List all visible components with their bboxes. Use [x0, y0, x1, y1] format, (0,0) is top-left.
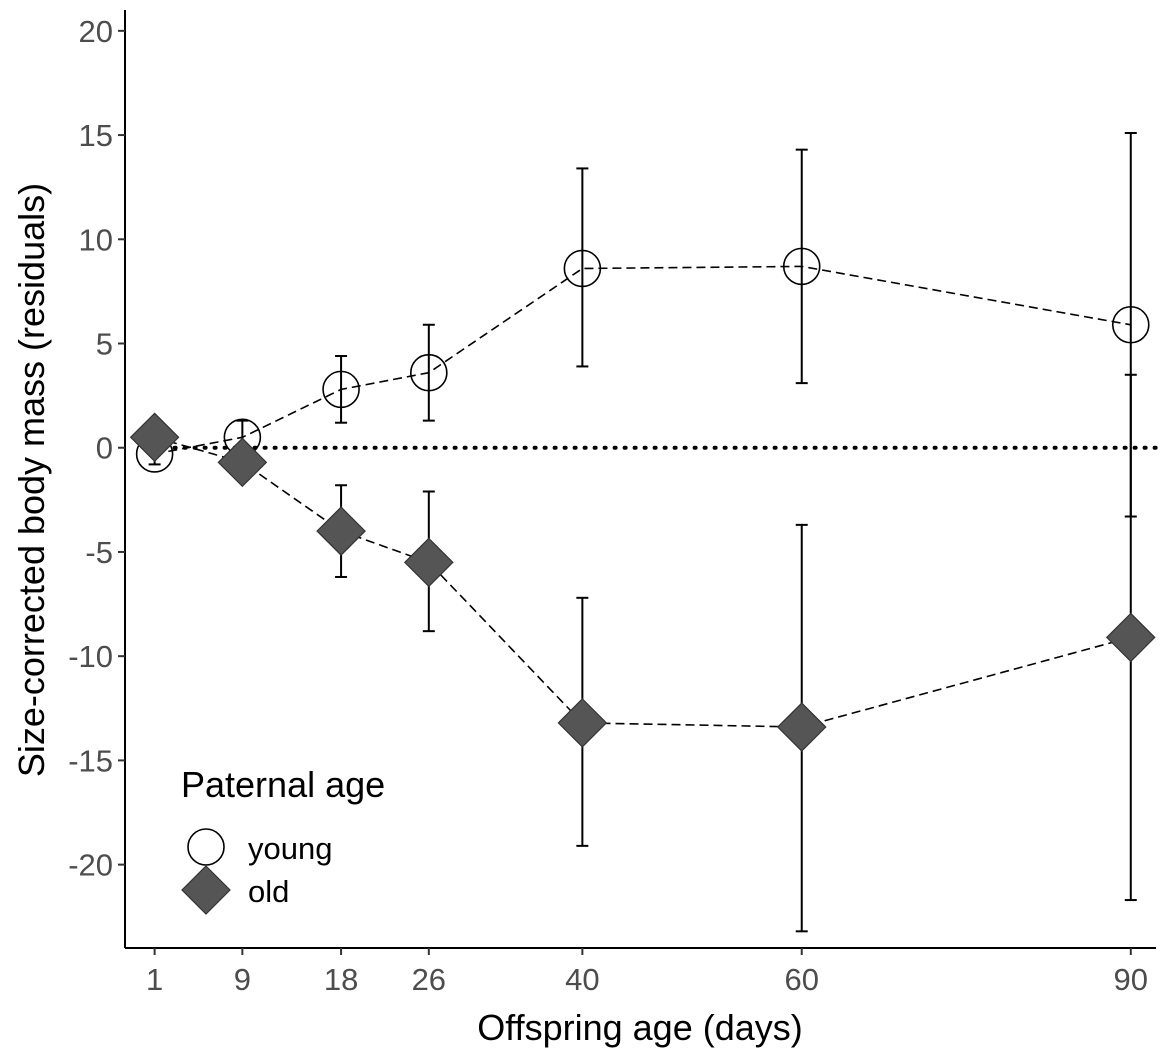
series-young-error-bar — [422, 323, 435, 422]
series-old-point — [316, 506, 366, 556]
series-young-point — [410, 353, 448, 392]
legend-title: Paternal age — [181, 764, 385, 805]
series-old-point — [557, 698, 608, 748]
x-tick-label: 60 — [784, 962, 818, 997]
series-old-line — [154, 436, 1132, 728]
series-old-point — [776, 702, 827, 752]
y-tick-label: -20 — [68, 848, 113, 883]
x-tick-label: 90 — [1114, 962, 1148, 997]
series-young-point — [563, 249, 602, 288]
y-axis: 20 15 10 5 0 -5 -10 -15 -20 — [68, 10, 126, 948]
y-tick-label: 5 — [96, 327, 113, 362]
legend-item-old: old — [181, 865, 289, 915]
legend-old-label: old — [248, 874, 289, 909]
y-tick-label: -5 — [85, 535, 113, 570]
y-tick-label: 0 — [96, 431, 113, 466]
x-axis: 1 9 18 26 40 60 90 — [125, 947, 1156, 997]
x-tick-label: 26 — [412, 962, 446, 997]
series-layer — [129, 131, 1156, 933]
x-tick-label: 9 — [234, 962, 251, 997]
series-old-point — [403, 537, 454, 588]
legend-old-marker — [181, 865, 231, 915]
series-young-point — [782, 247, 821, 286]
series-young-error-bar — [576, 167, 589, 368]
y-tick-label: 15 — [79, 118, 113, 153]
legend-young-marker — [187, 828, 225, 866]
series-young-point — [322, 370, 360, 409]
series-young-error-bar — [335, 355, 348, 424]
y-tick-label: 20 — [79, 14, 113, 49]
series-old-point — [129, 412, 180, 463]
x-tick-label: 1 — [146, 962, 163, 997]
series-young-line — [154, 265, 1131, 455]
legend-young-label: young — [248, 831, 332, 866]
y-tick-label: 10 — [79, 222, 113, 257]
series-young-error-bar — [795, 148, 808, 385]
legend-item-young: young — [187, 828, 332, 866]
series-old-point — [1105, 612, 1156, 663]
y-tick-label: -10 — [68, 639, 113, 674]
y-axis-title: Size-corrected body mass (residuals) — [11, 183, 52, 777]
x-tick-label: 18 — [324, 962, 358, 997]
legend: Paternal age young old — [181, 764, 385, 915]
x-tick-label: 40 — [565, 962, 599, 997]
x-axis-title: Offspring age (days) — [477, 1007, 803, 1048]
series-old-point — [217, 437, 268, 488]
y-tick-label: -15 — [68, 743, 113, 778]
series-young-point — [1111, 305, 1150, 344]
